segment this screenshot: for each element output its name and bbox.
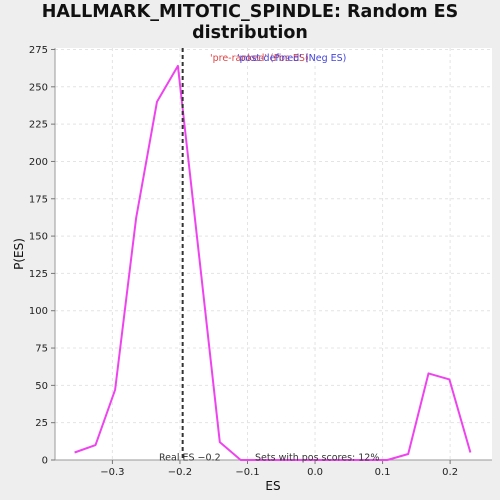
- y-tick-label: 0: [42, 456, 48, 467]
- y-tick-label: 200: [29, 157, 48, 168]
- y-axis-label: P(ES): [12, 238, 26, 270]
- x-tick-label: 0.2: [442, 467, 458, 478]
- y-tick-label: 175: [29, 194, 48, 205]
- series-group: [74, 64, 472, 461]
- y-tick-label: 100: [29, 306, 48, 317]
- x-axis-label: ES: [265, 479, 280, 493]
- real-es-label: Real ES −0.2: [159, 453, 221, 464]
- chart-title: HALLMARK_MITOTIC_SPINDLE: Random ES dist…: [0, 2, 500, 44]
- y-tick-label: 225: [29, 120, 48, 131]
- x-tick-label: 0.0: [307, 467, 323, 478]
- pre-ranked-label: 'pre-ranked' (Pos ES): [210, 53, 309, 64]
- x-tick-label: 0.1: [375, 467, 391, 478]
- y-ticks: 0 25 50 75 100 125 150 175 200 225 250 275: [29, 45, 55, 467]
- y-tick-label: 250: [29, 82, 48, 93]
- y-tick-label: 150: [29, 232, 48, 243]
- y-tick-label: 75: [35, 344, 48, 355]
- y-tick-label: 125: [29, 269, 48, 280]
- x-tick-label: −0.3: [100, 467, 124, 478]
- post-defined-label: 'post-defined' (Neg ES): [237, 53, 346, 64]
- es-distribution-line: [74, 64, 472, 461]
- x-tick-label: −0.1: [235, 467, 259, 478]
- x-tick-label: −0.2: [168, 467, 192, 478]
- chart-title-line-2: distribution: [192, 23, 308, 43]
- pos-scores-label: Sets with pos scores: 12%: [255, 453, 379, 464]
- grid-lines: [55, 48, 492, 460]
- y-tick-label: 275: [29, 45, 48, 56]
- plot-area: [55, 48, 492, 460]
- y-tick-label: 25: [35, 418, 48, 429]
- chart-title-line-1: HALLMARK_MITOTIC_SPINDLE: Random ES: [41, 2, 459, 22]
- y-tick-label: 50: [35, 381, 48, 392]
